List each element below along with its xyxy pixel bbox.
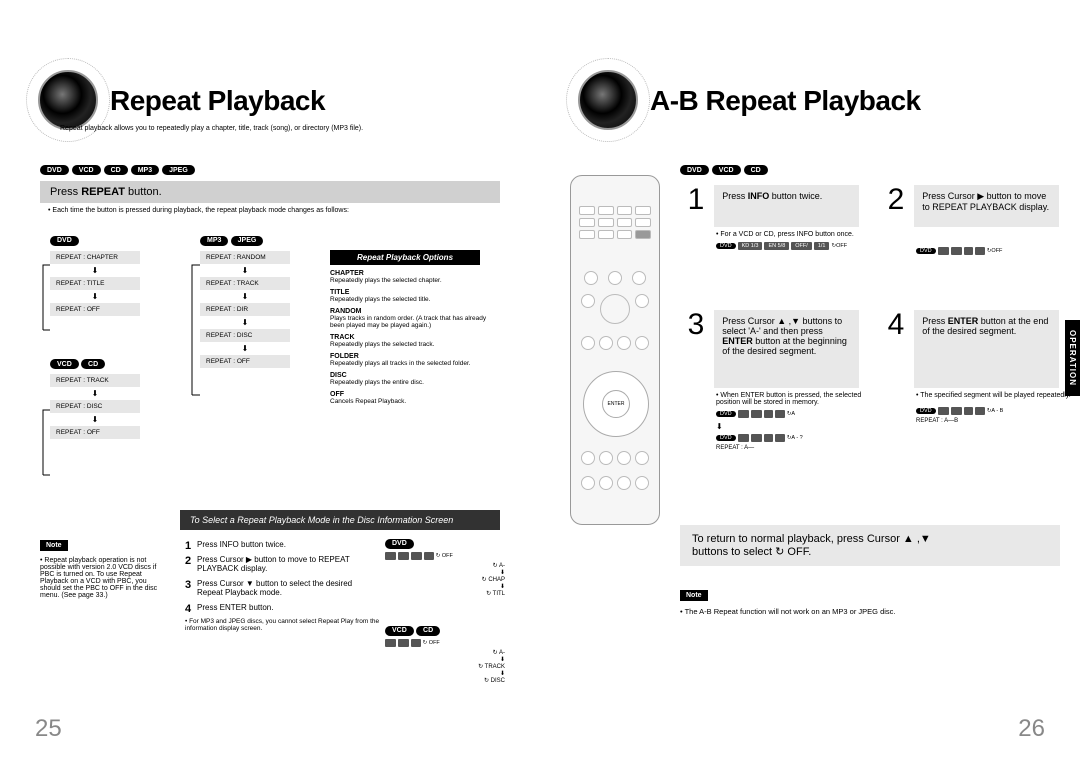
page-title: Repeat Playback xyxy=(110,85,325,117)
option-desc: Repeatedly plays the selected title. xyxy=(330,296,490,303)
page-number: 26 xyxy=(1018,715,1045,743)
mini-steps: 1Press INFO button twice. 2Press Cursor … xyxy=(185,540,385,632)
note-tag: Note xyxy=(680,590,708,601)
option-term: OFF xyxy=(330,391,490,398)
option-term: DISC xyxy=(330,372,490,379)
format-pills: DVD VCD CD MP3 JPEG xyxy=(40,165,500,175)
note-text: • Repeat playback operation is not possi… xyxy=(40,557,160,599)
page-title: A-B Repeat Playback xyxy=(650,85,921,117)
flow-dvd: DVD REPEAT : CHAPTER ⬇ REPEAT : TITLE ⬇ … xyxy=(50,235,140,442)
flow-mp3: MP3 JPEG REPEAT : RANDOM ⬇ REPEAT : TRAC… xyxy=(200,235,290,371)
option-term: RANDOM xyxy=(330,308,490,315)
option-term: TRACK xyxy=(330,334,490,341)
speaker-icon xyxy=(578,70,638,130)
page-subtitle: Repeat playback allows you to repeatedly… xyxy=(60,125,480,132)
option-term: FOLDER xyxy=(330,353,490,360)
remote-control-illustration xyxy=(570,175,660,525)
option-desc: Repeatedly plays the entire disc. xyxy=(330,379,490,386)
step-1: 1 Press INFO button twice. • For a VCD o… xyxy=(680,185,886,250)
step-note: • Each time the button is pressed during… xyxy=(48,207,500,214)
note-text: • The A-B Repeat function will not work … xyxy=(680,607,1060,616)
osd-block-vcd: VCD CD ↻ OFF ↻ A- ⬇ ↻ TRACK ⬇ ↻ DISC xyxy=(385,625,505,684)
pill-jpeg: JPEG xyxy=(162,165,195,175)
side-tab: OPERATION xyxy=(1065,320,1080,396)
pill-dvd: DVD xyxy=(40,165,69,175)
step-2: 2 Press Cursor ▶ button to move to REPEA… xyxy=(880,185,1059,255)
option-desc: Cancels Repeat Playback. xyxy=(330,398,490,405)
option-term: TITLE xyxy=(330,289,490,296)
step-bar: Press REPEAT button. xyxy=(40,181,500,203)
page-number: 25 xyxy=(35,715,62,743)
osd-block-dvd: DVD ↻ OFF ↻ A- ⬇ ↻ CHAP ⬇ ↻ TITL xyxy=(385,538,505,597)
flow-vcd-labels: VCD CD xyxy=(50,359,140,370)
option-desc: Repeatedly plays the selected chapter. xyxy=(330,277,490,284)
option-desc: Repeatedly plays the selected track. xyxy=(330,341,490,348)
pill-cd: CD xyxy=(104,165,128,175)
step-4: 4 Press ENTER button at the end of the d… xyxy=(880,310,1080,424)
option-desc: Plays tracks in random order. (A track t… xyxy=(330,315,490,329)
pill-vcd: VCD xyxy=(72,165,101,175)
pill-mp3: MP3 xyxy=(131,165,159,175)
options-panel: Repeat Playback Options CHAPTERRepeatedl… xyxy=(330,250,490,405)
option-term: CHAPTER xyxy=(330,270,490,277)
return-instruction: To return to normal playback, press Curs… xyxy=(680,525,1060,566)
option-desc: Repeatedly plays all tracks in the selec… xyxy=(330,360,490,367)
dark-banner: To Select a Repeat Playback Mode in the … xyxy=(180,510,500,530)
format-pills: DVD VCD CD xyxy=(680,165,768,175)
note-tag: Note xyxy=(40,540,68,551)
speaker-icon xyxy=(38,70,98,130)
step-3: 3 Press Cursor ▲ ,▼ buttons to select 'A… xyxy=(680,310,886,451)
